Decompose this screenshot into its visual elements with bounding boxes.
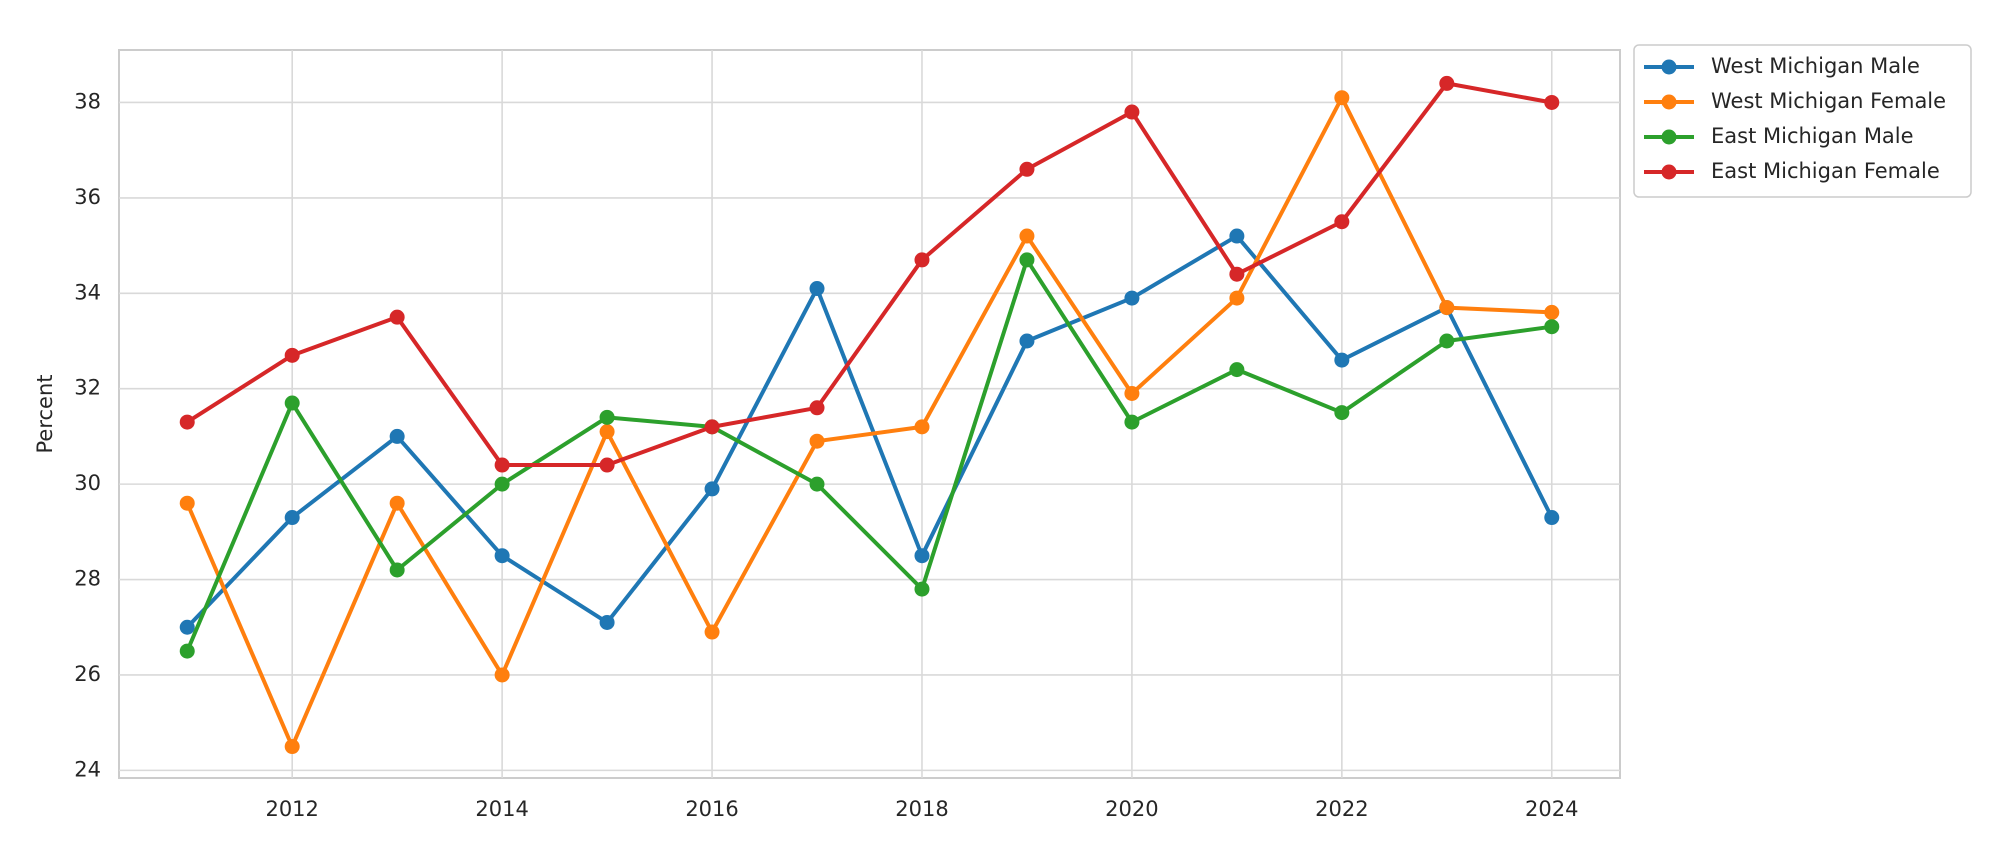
- data-point: [179, 619, 195, 635]
- y-tick-label: 36: [74, 185, 101, 209]
- y-tick-label: 32: [74, 376, 101, 400]
- x-tick-label: 2014: [475, 797, 528, 821]
- x-tick-label: 2022: [1315, 797, 1368, 821]
- data-point: [704, 481, 720, 497]
- series-line: [185, 257, 1553, 652]
- data-point: [494, 457, 510, 473]
- data-point: [389, 428, 405, 444]
- legend-label: West Michigan Male: [1711, 54, 1920, 78]
- data-point: [1334, 405, 1350, 421]
- legend-label: West Michigan Female: [1711, 89, 1946, 113]
- y-tick-label: 30: [74, 471, 101, 495]
- data-point: [389, 309, 405, 325]
- series-line: [186, 81, 1553, 468]
- y-axis-label: Percent: [33, 374, 57, 453]
- data-point: [1334, 214, 1350, 230]
- data-point: [1544, 304, 1560, 320]
- data-point: [914, 548, 930, 564]
- data-point: [284, 510, 300, 526]
- data-point: [494, 548, 510, 564]
- x-tick-label: 2016: [685, 797, 738, 821]
- y-tick-label: 38: [74, 89, 101, 113]
- data-point: [914, 581, 930, 597]
- data-point: [494, 476, 510, 492]
- data-point: [1439, 75, 1455, 91]
- data-point: [179, 414, 195, 430]
- data-point: [1124, 104, 1140, 120]
- legend-marker: [1661, 59, 1677, 75]
- data-point: [284, 395, 300, 411]
- data-point: [389, 562, 405, 578]
- legend-marker: [1661, 94, 1677, 110]
- data-point: [1229, 290, 1245, 306]
- data-point: [809, 433, 825, 449]
- data-point: [1439, 333, 1455, 349]
- data-point: [914, 252, 930, 268]
- legend-label: East Michigan Male: [1711, 124, 1914, 148]
- x-tick-label: 2012: [265, 797, 318, 821]
- data-point: [1229, 266, 1245, 282]
- data-point: [1019, 333, 1035, 349]
- x-tick-label: 2018: [895, 797, 948, 821]
- data-point: [599, 614, 615, 630]
- data-point: [1544, 94, 1560, 110]
- legend-marker: [1661, 164, 1677, 180]
- data-point: [1019, 228, 1035, 244]
- data-point: [179, 495, 195, 511]
- data-point: [1124, 414, 1140, 430]
- x-tick-label: 2024: [1525, 797, 1578, 821]
- data-point: [1124, 290, 1140, 306]
- data-point: [389, 495, 405, 511]
- data-point: [1334, 352, 1350, 368]
- legend-label: East Michigan Female: [1711, 159, 1940, 183]
- x-tick-label: 2020: [1105, 797, 1158, 821]
- data-point: [599, 457, 615, 473]
- legend-box: [1633, 44, 1972, 198]
- data-point: [1019, 161, 1035, 177]
- data-point: [809, 281, 825, 297]
- data-point: [1544, 510, 1560, 526]
- data-point: [914, 419, 930, 435]
- y-tick-label: 24: [74, 757, 101, 781]
- data-point: [1544, 319, 1560, 335]
- data-point: [1229, 362, 1245, 378]
- data-point: [1334, 90, 1350, 106]
- data-point: [809, 476, 825, 492]
- data-point: [599, 409, 615, 425]
- data-point: [704, 624, 720, 640]
- data-point: [1229, 228, 1245, 244]
- y-tick-label: 26: [74, 662, 101, 686]
- plot-area: [118, 49, 1621, 779]
- data-point: [809, 400, 825, 416]
- legend: West Michigan Male West Michigan Female Ea…: [1633, 44, 1972, 198]
- data-point: [284, 739, 300, 755]
- data-point: [284, 347, 300, 363]
- data-point: [704, 419, 720, 435]
- data-point: [1124, 385, 1140, 401]
- data-point: [1019, 252, 1035, 268]
- data-point: [1439, 300, 1455, 316]
- data-point: [599, 424, 615, 440]
- y-tick-label: 34: [74, 280, 101, 304]
- series-line: [185, 234, 1554, 629]
- y-tick-label: 28: [74, 567, 101, 591]
- data-point: [494, 667, 510, 683]
- legend-marker: [1661, 129, 1677, 145]
- series-line: [185, 95, 1552, 749]
- data-point: [179, 643, 195, 659]
